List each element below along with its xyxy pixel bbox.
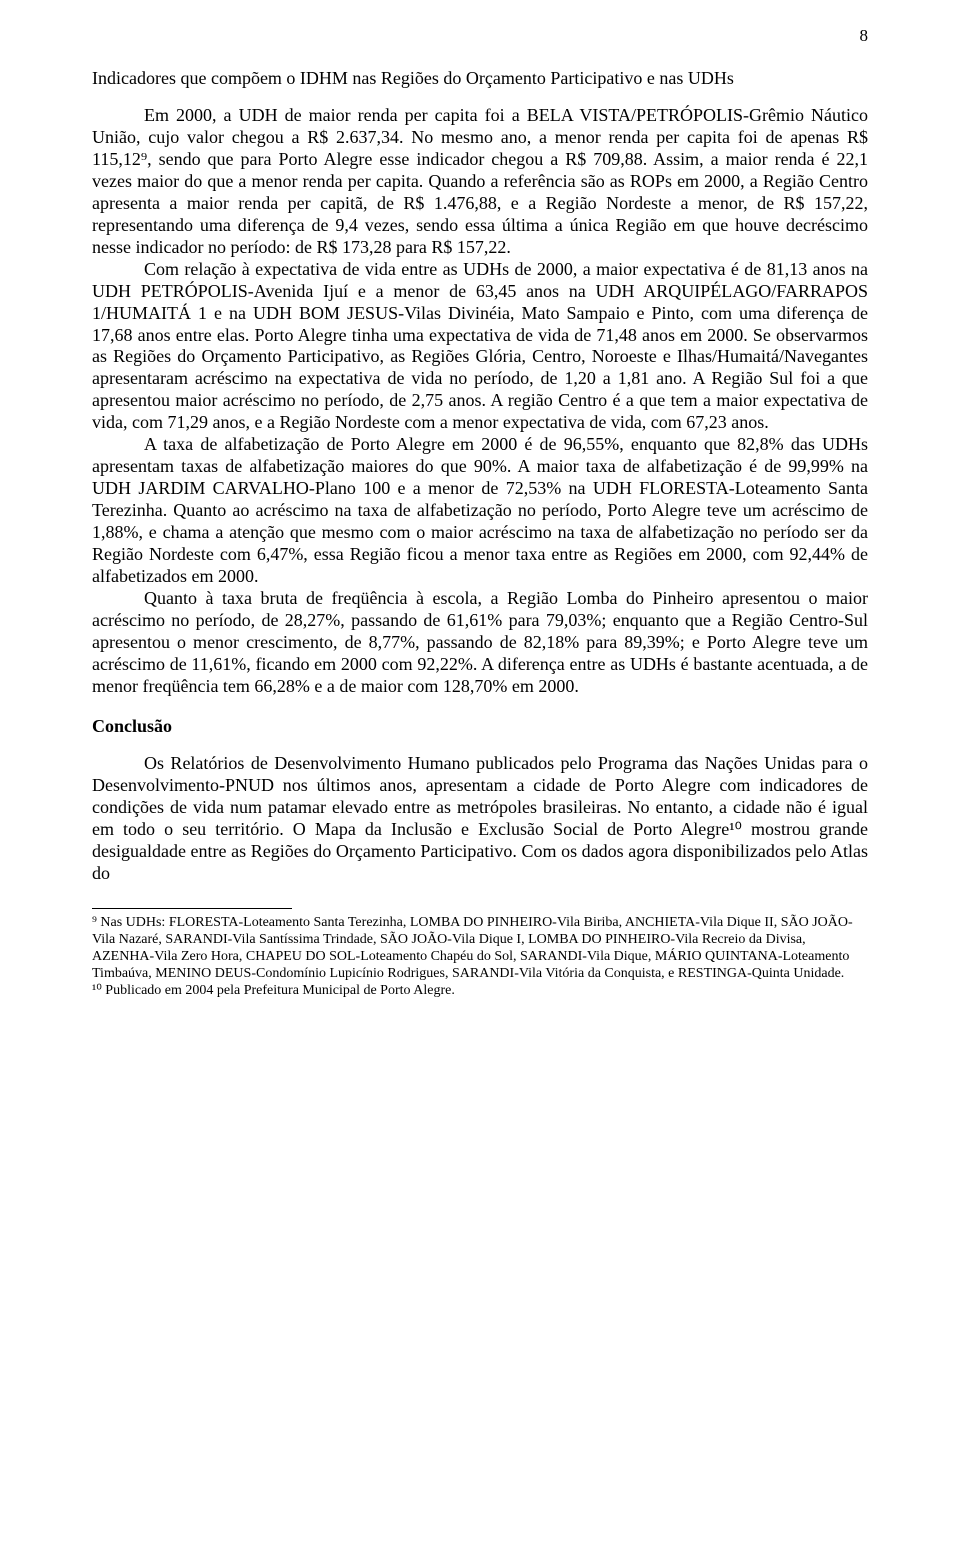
body-paragraph: Quanto à taxa bruta de freqüência à esco… bbox=[92, 588, 868, 698]
footnote-9: ⁹ Nas UDHs: FLORESTA-Loteamento Santa Te… bbox=[92, 915, 868, 982]
body-paragraph: Com relação à expectativa de vida entre … bbox=[92, 259, 868, 435]
page-number: 8 bbox=[860, 26, 869, 46]
section-title: Indicadores que compõem o IDHM nas Regiõ… bbox=[92, 68, 868, 89]
body-paragraph: Em 2000, a UDH de maior renda per capita… bbox=[92, 105, 868, 259]
page-content: Indicadores que compõem o IDHM nas Regiõ… bbox=[92, 68, 868, 999]
conclusion-heading: Conclusão bbox=[92, 716, 868, 737]
footnote-separator bbox=[92, 908, 292, 909]
body-paragraph: A taxa de alfabetização de Porto Alegre … bbox=[92, 434, 868, 588]
footnote-10: ¹⁰ Publicado em 2004 pela Prefeitura Mun… bbox=[92, 983, 868, 1000]
conclusion-paragraph: Os Relatórios de Desenvolvimento Humano … bbox=[92, 753, 868, 885]
document-page: 8 Indicadores que compõem o IDHM nas Reg… bbox=[0, 0, 960, 1564]
